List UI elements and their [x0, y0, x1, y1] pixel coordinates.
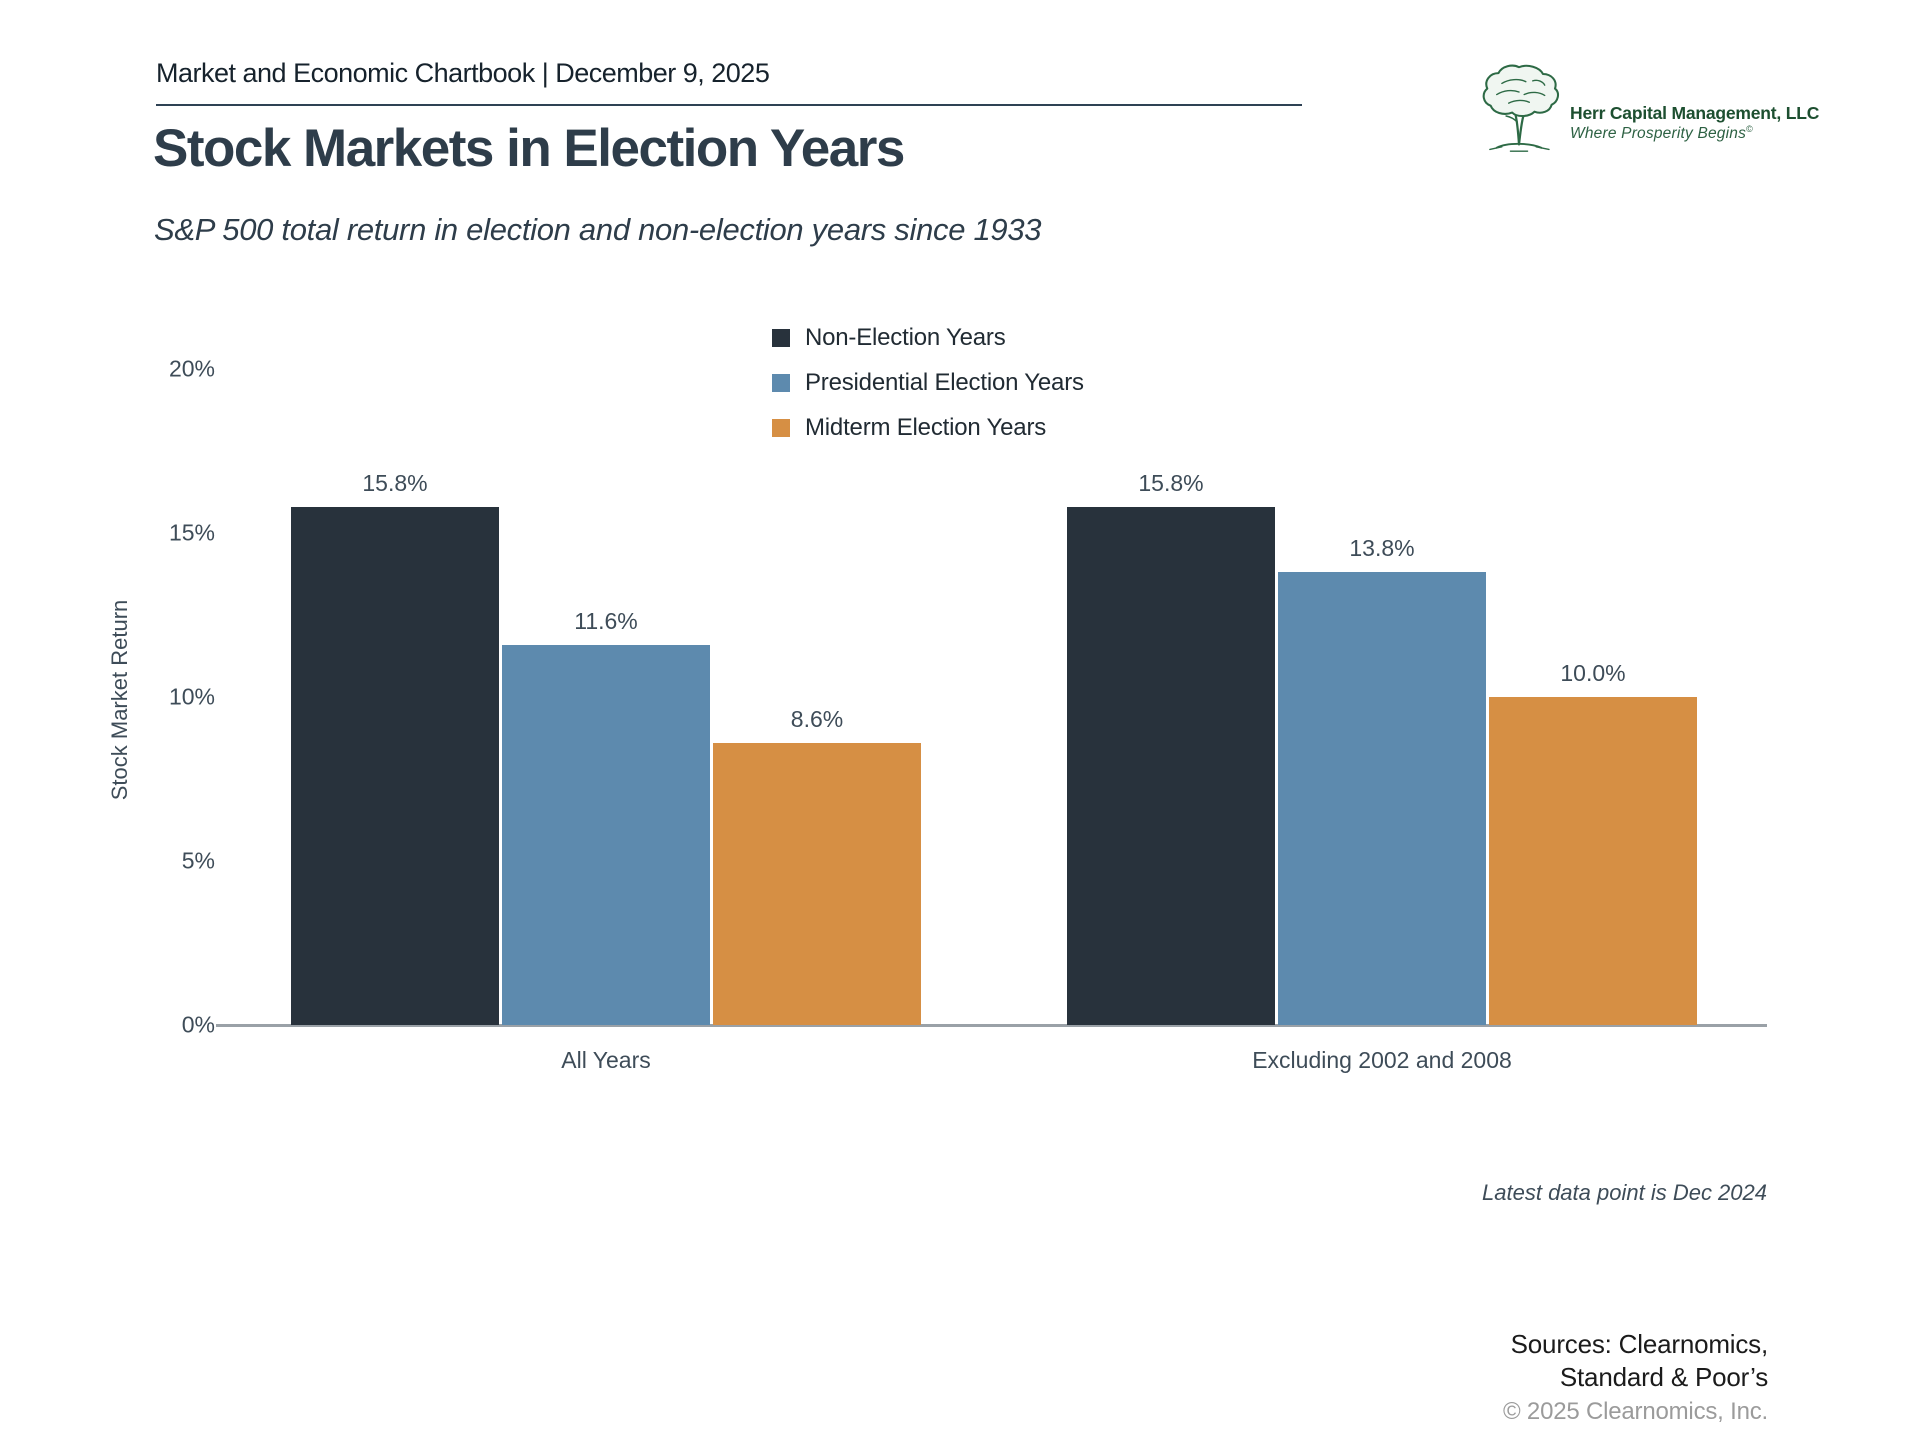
- report-header: Market and Economic Chartbook | December…: [156, 58, 770, 88]
- bar-value-label: 13.8%: [1349, 535, 1415, 562]
- bar-value-label: 10.0%: [1560, 660, 1626, 686]
- legend-item: Non-Election Years: [772, 324, 1084, 351]
- legend-swatch-icon: [772, 418, 790, 437]
- legend-item: Midterm Election Years: [772, 414, 1084, 441]
- header-divider: [156, 104, 1302, 106]
- latest-data-footnote: Latest data point is Dec 2024: [1482, 1180, 1767, 1205]
- bar: [1067, 506, 1275, 1025]
- bar-value-label: 8.6%: [790, 705, 844, 732]
- x-axis-line: [216, 1024, 1767, 1027]
- bar: [713, 742, 921, 1025]
- chart-legend: Non-Election Years Presidential Election …: [772, 324, 1084, 459]
- bar-value-label: 15.8%: [1138, 469, 1204, 496]
- logo-company-name: Herr Capital Management, LLC: [1570, 102, 1820, 123]
- bar-value-label: 15.8%: [362, 469, 428, 496]
- sources-text: Sources: Clearnomics, Standard & Poor’s: [1510, 1328, 1769, 1394]
- page-subtitle: S&P 500 total return in election and non…: [154, 212, 1042, 247]
- bar: [502, 644, 710, 1025]
- sources-line-2: Standard & Poor’s: [1559, 1362, 1768, 1392]
- x-category-label: Excluding 2002 and 2008: [1252, 1047, 1512, 1073]
- bar: [1489, 697, 1697, 1025]
- legend-label: Presidential Election Years: [805, 368, 1084, 396]
- logo-tagline-symbol: ©: [1746, 123, 1753, 134]
- y-axis-title: Stock Market Return: [107, 599, 132, 801]
- legend-item: Presidential Election Years: [772, 369, 1084, 396]
- legend-label: Non-Election Years: [805, 323, 1006, 351]
- bar: [1278, 572, 1486, 1025]
- legend-swatch-icon: [772, 373, 790, 392]
- sources-line-1: Sources: Clearnomics,: [1510, 1329, 1769, 1359]
- y-tick-label: 0%: [181, 1011, 215, 1038]
- x-category-label: All Years: [561, 1047, 651, 1073]
- logo-tagline: Where Prosperity Begins©: [1570, 123, 1753, 143]
- tree-icon: [1482, 64, 1560, 152]
- legend-swatch-icon: [772, 328, 790, 347]
- legend-label: Midterm Election Years: [805, 413, 1047, 441]
- company-logo: Herr Capital Management, LLC Where Prosp…: [1476, 62, 1819, 158]
- bar: [291, 506, 499, 1025]
- page-title: Stock Markets in Election Years: [153, 119, 905, 178]
- bar-value-label: 11.6%: [574, 607, 638, 634]
- y-tick-label: 15%: [168, 519, 215, 546]
- y-tick-label: 5%: [181, 847, 215, 874]
- y-tick-label: 10%: [168, 683, 215, 710]
- y-tick-label: 20%: [168, 355, 215, 382]
- copyright-text: © 2025 Clearnomics, Inc.: [1502, 1398, 1768, 1425]
